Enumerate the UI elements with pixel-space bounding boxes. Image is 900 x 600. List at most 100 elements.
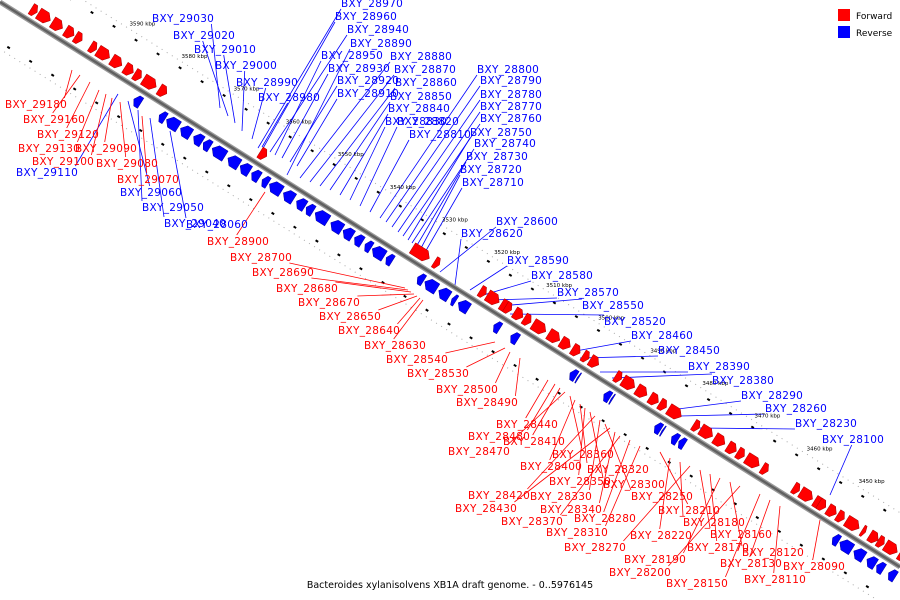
reverse-gene-arrow [438,287,453,303]
reverse-gene-label: BXY_28990 [236,77,298,89]
reverse-leader-line [319,87,396,187]
reverse-gene-arrow [424,278,441,295]
forward-leader-line [599,431,616,504]
forward-leader-line [466,347,506,368]
forward-gene-arrow [586,354,599,368]
reverse-gene-arrow [283,190,298,205]
forward-gene-arrow [502,300,513,314]
reverse-gene-label: BXY_28780 [480,89,542,101]
reverse-leader-line [499,298,583,307]
reverse-gene-label: BXY_28790 [480,75,542,87]
reverse-gene-label: BXY_28840 [388,103,450,115]
major-tick [750,425,755,429]
forward-gene-label: BXY_28110 [744,574,806,586]
forward-leader-line [527,415,596,490]
reverse-leader-line [419,174,461,251]
forward-leader-line [119,101,127,158]
major-tick [332,162,337,167]
forward-gene-arrow [697,423,713,440]
major-tick [200,79,204,84]
reverse-gene-label: BXY_28770 [480,101,542,113]
forward-gene-label: BXY_28180 [683,517,745,529]
major-tick [513,363,517,368]
reverse-gene-label: BXY_28730 [466,151,528,163]
forward-gene-arrow [758,462,769,475]
reverse-leader-line [274,60,322,156]
reverse-leader-line [349,126,386,201]
reverse-gene-label: BXY_28710 [462,177,524,189]
reverse-gene-arrow [330,219,346,236]
forward-gene-arrow [619,374,635,391]
reverse-leader-line [489,297,558,301]
reverse-gene-arrow [670,432,682,446]
forward-gene-label: BXY_28160 [710,529,772,541]
reverse-gene-arrow [574,372,583,384]
major-tick [244,107,248,111]
gene-arrows [27,3,900,583]
reverse-leader-line [423,187,463,255]
forward-gene-arrow [815,497,827,511]
forward-leader-line [393,299,424,340]
reverse-gene-label: BXY_29050 [142,202,204,214]
major-tick [838,480,843,485]
forward-gene-arrow [529,318,547,335]
major-tick [134,38,138,42]
reverse-gene-arrow [269,181,285,197]
major-tick [271,211,275,216]
major-tick [464,245,469,250]
forward-leader-line [77,89,100,143]
reverse-leader-line [281,73,329,159]
forward-gene-label: BXY_28370 [501,516,563,528]
forward-gene-label: BXY_28120 [742,547,804,559]
major-tick [337,253,341,257]
reverse-gene-label: BXY_28830 [385,116,447,128]
major-tick [733,502,738,506]
reverse-gene-arrow [166,116,182,133]
forward-leader-line [311,277,409,291]
forward-gene-label: BXY_28340 [540,504,602,516]
forward-gene-arrow [48,16,63,32]
forward-gene-arrow [71,30,83,44]
forward-gene-label: BXY_28130 [720,558,782,570]
reverse-leader-line [369,139,410,213]
reverse-leader-line [679,413,766,417]
forward-gene-arrow [557,335,571,350]
kbp-tick-label: 3460 kbp [807,446,833,452]
major-tick [491,350,495,354]
reverse-leader-line [223,54,236,124]
reverse-gene-label: BXY_28950 [321,50,383,62]
forward-leader-line [335,281,412,293]
kbp-tick-label: 3530 kbp [442,217,468,223]
forward-gene-label: BXY_29070 [117,174,179,186]
reverse-leader-line [309,74,395,183]
forward-leader-line [683,477,721,554]
major-tick [156,52,160,56]
major-tick [425,308,429,312]
major-tick [442,232,447,236]
forward-gene-arrow [94,44,110,61]
forward-gene-arrow [430,256,441,269]
forward-gene-arrow [895,552,900,562]
forward-leader-line [729,481,743,547]
forward-gene-arrow [510,306,524,321]
forward-gene-label: BXY_28640 [338,325,400,337]
forward-leader-line [604,423,632,491]
forward-gene-label: BXY_28700 [230,252,292,264]
reverse-gene-label: BXY_28870 [394,64,456,76]
forward-gene-label: BXY_28420 [468,490,530,502]
reverse-gene-arrow [239,163,254,178]
reverse-gene-arrow [211,145,229,162]
figure-caption: Bacteroides xylanisolvens XB1A draft gen… [307,580,593,591]
forward-leader-line [668,485,741,567]
major-tick [755,515,760,520]
forward-leader-line [659,451,689,505]
forward-gene-label: BXY_29080 [96,158,158,170]
reverse-leader-line [339,113,389,196]
major-tick [623,432,627,437]
major-tick [160,142,165,146]
reverse-gene-label: BXY_28600 [496,216,558,228]
forward-leader-line [549,399,576,461]
reverse-gene-arrow [385,253,396,267]
forward-gene-arrow [866,529,879,544]
